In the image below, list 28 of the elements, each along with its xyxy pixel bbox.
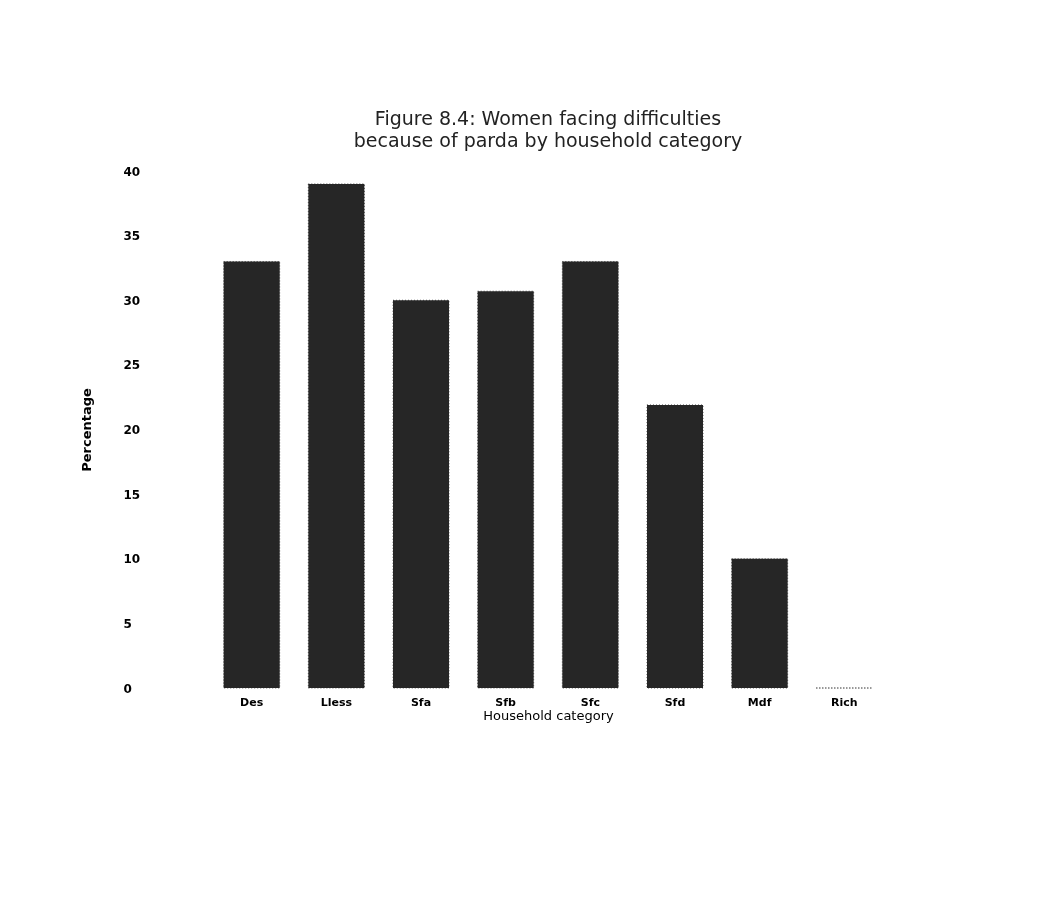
y-tick-label: 0 <box>123 681 132 696</box>
x-tick-label: Lless <box>320 695 353 709</box>
y-tick-label: 30 <box>123 293 141 308</box>
bar <box>223 261 281 689</box>
y-tick-label: 10 <box>123 552 141 567</box>
y-tick-label: 35 <box>123 229 141 244</box>
text: Figure 8.4: Women facing difficulties <box>374 107 722 129</box>
bar <box>646 404 704 689</box>
x-tick-label: Mdf <box>747 695 772 709</box>
y-tick-label: 5 <box>123 616 132 631</box>
x-axis-title: Household category <box>483 707 614 723</box>
bar <box>731 558 789 689</box>
bar <box>477 290 535 689</box>
bar <box>307 183 365 689</box>
x-tick-label: Des <box>240 695 264 709</box>
x-tick-label: Sfc <box>580 695 600 709</box>
text: because of parda by household category <box>353 129 743 151</box>
x-tick-label: Sfb <box>495 695 517 709</box>
y-tick-label: 20 <box>123 423 141 437</box>
y-axis-title: Percentage <box>78 388 94 472</box>
x-tick-label: Sfd <box>664 695 686 709</box>
y-tick-label: 40 <box>123 164 141 179</box>
y-tick-label: 25 <box>123 358 141 373</box>
bar <box>561 261 619 689</box>
x-tick-label: Sfa <box>410 695 432 709</box>
bar <box>392 299 450 689</box>
x-tick-label: Rich <box>831 695 858 709</box>
y-tick-label: 15 <box>123 487 141 502</box>
